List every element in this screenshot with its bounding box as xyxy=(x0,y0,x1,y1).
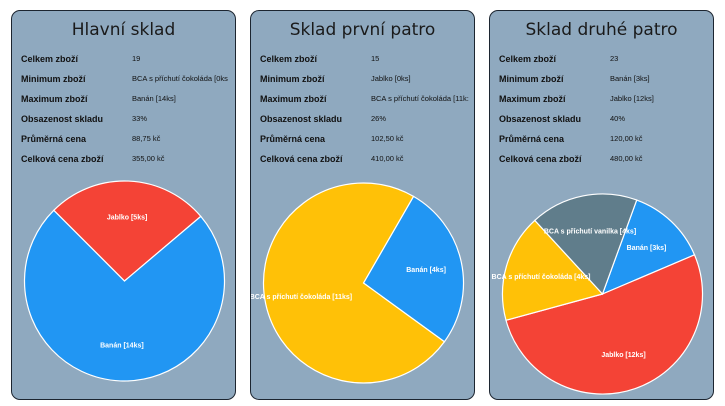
stat-minimum-item: Minimum zboží Banán [3ks] xyxy=(499,74,705,92)
stat-total-price: Celková cena zboží 410,00 kč xyxy=(260,154,466,172)
stat-value: 355,00 kč xyxy=(132,154,165,163)
pie-chart: Jablko [5ks] Banán [14ks] xyxy=(23,180,226,382)
stat-minimum-item: Minimum zboží Jablko [0ks] xyxy=(260,74,466,92)
stat-value: 410,00 kč xyxy=(371,154,404,163)
stat-value: BCA s příchutí čokoláda [0ks xyxy=(132,74,228,83)
pie-label-jablko-5ks: Jablko [5ks] xyxy=(107,215,147,222)
stat-occupancy: Obsazenost skladu 40% xyxy=(499,114,705,132)
stat-value: 480,00 kč xyxy=(610,154,643,163)
panel-title: Hlavní sklad xyxy=(71,20,176,40)
stat-total-price: Celková cena zboží 355,00 kč xyxy=(21,154,227,172)
stat-maximum-item: Maximum zboží Jablko [12ks] xyxy=(499,94,705,112)
stat-total-items: Celkem zboží 23 xyxy=(499,54,705,72)
stat-value: 88,75 kč xyxy=(132,134,161,143)
stat-label: Celkem zboží xyxy=(21,54,79,64)
pie-chart: Banán [3ks] Jablko [12ks] BCA s příchutí č… xyxy=(492,193,704,395)
pie-label-jablko-12ks: Jablko [12ks] xyxy=(601,352,645,359)
pie-slice-bca-s-prichuti-cokolada-11ks xyxy=(262,182,446,384)
stat-label: Maximum zboží xyxy=(21,94,88,104)
pie-label-banan-14ks: Banán [14ks] xyxy=(100,342,144,349)
stat-label: Průměrná cena xyxy=(499,134,565,144)
pie-chart: Banán [4ks] BCA s příchutí čokoláda [11ks… xyxy=(251,182,465,384)
stat-label: Celkem zboží xyxy=(499,54,557,64)
stat-value: 19 xyxy=(132,54,141,63)
stat-value: 33% xyxy=(132,114,148,123)
pie-slice-banan-3ks xyxy=(601,199,696,296)
stat-maximum-item: Maximum zboží Banán [14ks] xyxy=(21,94,227,112)
pie-slice-banan-4ks xyxy=(362,195,465,343)
pie-slice-jablko-12ks xyxy=(505,254,704,395)
pie-label-banan-4ks: Banán [4ks] xyxy=(406,267,446,274)
stat-value: 102,50 kč xyxy=(371,134,404,143)
stat-label: Minimum zboží xyxy=(499,74,564,84)
stat-value: BCA s příchutí čokoláda [11k: xyxy=(371,94,469,103)
stat-value: 23 xyxy=(610,54,619,63)
stat-total-items: Celkem zboží 15 xyxy=(260,54,466,72)
stat-value: Banán [3ks] xyxy=(610,74,650,83)
stat-total-price: Celková cena zboží 480,00 kč xyxy=(499,154,705,172)
stat-value: Jablko [12ks] xyxy=(610,94,654,103)
pie-slice-bca-s-prichuti-cokolada-4ks xyxy=(501,219,604,321)
pie-slice-jablko-5ks xyxy=(52,180,202,282)
stat-value: 15 xyxy=(371,54,380,63)
warehouse-panel-main: Hlavní sklad Celkem zboží 19 Minimum zbo… xyxy=(11,10,236,400)
stat-label: Minimum zboží xyxy=(21,74,86,84)
stat-label: Obsazenost skladu xyxy=(21,114,104,124)
stat-value: 26% xyxy=(371,114,387,123)
pie-label-bca-s-prichuti-cokolada-4ks: BCA s příchutí čokoláda [4ks] xyxy=(492,274,591,281)
stat-label: Průměrná cena xyxy=(21,134,87,144)
warehouse-panel-second-floor: Sklad druhé patro Celkem zboží 23 Minimu… xyxy=(489,10,714,400)
stat-label: Průměrná cena xyxy=(260,134,326,144)
panel-title: Sklad první patro xyxy=(289,20,436,40)
stat-label: Minimum zboží xyxy=(260,74,325,84)
panel-title: Sklad druhé patro xyxy=(525,20,678,40)
stat-value: 40% xyxy=(610,114,626,123)
stat-minimum-item: Minimum zboží BCA s příchutí čokoláda [0… xyxy=(21,74,228,92)
stat-average-price: Průměrná cena 120,00 kč xyxy=(499,134,705,152)
pie-slice-banan-14ks xyxy=(23,209,226,382)
stat-value: Jablko [0ks] xyxy=(371,74,411,83)
pie-label-bca-s-prichuti-vanilka-4ks: BCA s příchutí vanilka [4ks] xyxy=(544,229,636,236)
pie-label-bca-s-prichuti-cokolada-11ks: BCA s příchutí čokoláda [11ks] xyxy=(251,294,352,301)
stat-average-price: Průměrná cena 102,50 kč xyxy=(260,134,466,152)
stat-label: Celková cena zboží xyxy=(260,154,343,164)
stat-average-price: Průměrná cena 88,75 kč xyxy=(21,134,227,152)
stat-occupancy: Obsazenost skladu 26% xyxy=(260,114,466,132)
stat-label: Celková cena zboží xyxy=(21,154,104,164)
stat-label: Celkem zboží xyxy=(260,54,318,64)
stat-label: Celková cena zboží xyxy=(499,154,582,164)
stat-occupancy: Obsazenost skladu 33% xyxy=(21,114,227,132)
stat-value: 120,00 kč xyxy=(610,134,643,143)
stat-total-items: Celkem zboží 19 xyxy=(21,54,227,72)
stat-label: Maximum zboží xyxy=(499,94,566,104)
stat-label: Obsazenost skladu xyxy=(260,114,343,124)
warehouse-panel-first-floor: Sklad první patro Celkem zboží 15 Minimu… xyxy=(250,10,475,400)
stat-label: Maximum zboží xyxy=(260,94,327,104)
pie-label-banan-3ks: Banán [3ks] xyxy=(627,245,667,252)
pie-slice-bca-s-prichuti-vanilka-4ks xyxy=(533,193,638,296)
stat-label: Obsazenost skladu xyxy=(499,114,582,124)
stat-maximum-item: Maximum zboží BCA s příchutí čokoláda [1… xyxy=(260,94,469,112)
stat-value: Banán [14ks] xyxy=(132,94,176,103)
